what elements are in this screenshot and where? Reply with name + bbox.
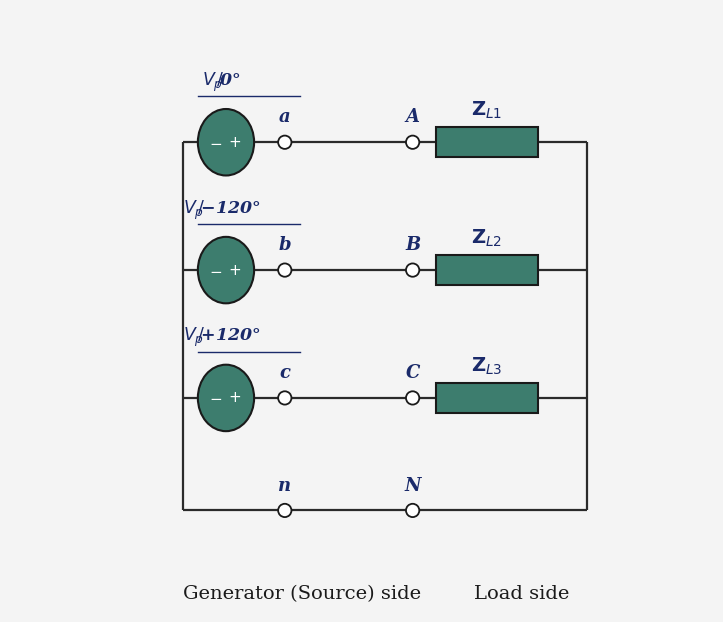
Circle shape xyxy=(278,391,291,404)
Text: $\mathbf{Z}_{L2}$: $\mathbf{Z}_{L2}$ xyxy=(471,228,502,249)
Circle shape xyxy=(278,136,291,149)
Circle shape xyxy=(278,264,291,277)
Bar xyxy=(436,383,538,413)
Text: c: c xyxy=(279,364,291,382)
Text: $-$: $-$ xyxy=(209,135,222,150)
Text: $\mathbf{Z}_{L1}$: $\mathbf{Z}_{L1}$ xyxy=(471,100,502,121)
Ellipse shape xyxy=(198,109,254,175)
Text: Generator (Source) side: Generator (Source) side xyxy=(182,585,421,603)
Circle shape xyxy=(406,264,419,277)
Text: N: N xyxy=(404,476,421,494)
Text: $V_p\!\!/\!$−120°: $V_p\!\!/\!$−120° xyxy=(183,198,260,221)
Text: $+$: $+$ xyxy=(228,135,241,150)
Text: $-$: $-$ xyxy=(209,262,222,277)
Text: $\mathbf{Z}_{L3}$: $\mathbf{Z}_{L3}$ xyxy=(471,356,502,377)
Text: a: a xyxy=(279,108,291,126)
Ellipse shape xyxy=(198,364,254,431)
Text: Load side: Load side xyxy=(474,585,570,603)
Bar xyxy=(436,255,538,285)
Text: b: b xyxy=(278,236,291,254)
Ellipse shape xyxy=(198,237,254,304)
Text: B: B xyxy=(405,236,420,254)
Text: $-$: $-$ xyxy=(209,391,222,406)
Text: $+$: $+$ xyxy=(228,391,241,406)
Circle shape xyxy=(406,136,419,149)
Circle shape xyxy=(406,391,419,404)
Text: $V_p\!\!/\!$+120°: $V_p\!\!/\!$+120° xyxy=(183,326,260,350)
Text: $V_p\!\!/\!$0°: $V_p\!\!/\!$0° xyxy=(202,70,241,94)
Text: n: n xyxy=(278,476,291,494)
Text: $+$: $+$ xyxy=(228,262,241,277)
Text: A: A xyxy=(406,108,419,126)
Bar xyxy=(436,128,538,157)
Circle shape xyxy=(406,504,419,517)
Text: C: C xyxy=(406,364,420,382)
Circle shape xyxy=(278,504,291,517)
